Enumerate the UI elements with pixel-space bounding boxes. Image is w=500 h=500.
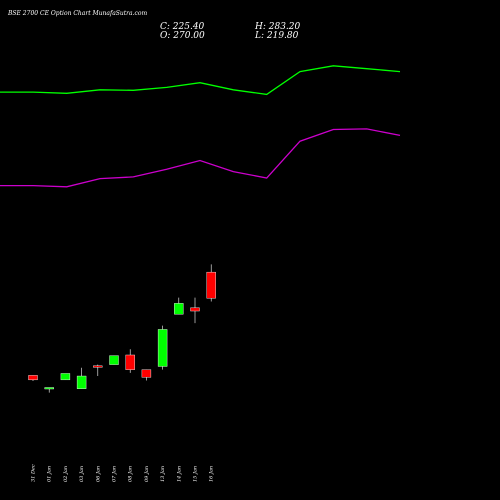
x-axis-labels: 31 Dec 01 Jan 02 Jan 03 Jan 06 Jan 07 Jan 08 J…: [31, 464, 215, 482]
candle-body-up: [44, 387, 54, 390]
open-label: O: 270.00: [160, 31, 205, 41]
candle-body-down: [141, 369, 152, 378]
candle-body-up: [76, 375, 87, 389]
x-tick-label: 15 Jan: [193, 466, 199, 482]
x-tick-label: 31 Dec: [31, 464, 37, 482]
candle: [141, 369, 152, 381]
low-label: L: 219.80: [254, 31, 299, 41]
candle-body-up: [157, 329, 168, 367]
lower-band-line: [0, 128, 401, 188]
x-tick-label: 03 Jan: [79, 466, 85, 482]
candle-body-up: [174, 303, 184, 315]
candle-body-down: [190, 307, 200, 312]
candle: [206, 264, 216, 302]
x-tick-label: 01 Jan: [47, 466, 53, 482]
close-label: C: 225.40: [160, 22, 205, 32]
candle: [190, 297, 200, 324]
candle-body-down: [206, 271, 216, 299]
candle-body-down: [28, 375, 38, 381]
x-tick-label: 08 Jan: [128, 466, 134, 482]
x-tick-label: 07 Jan: [112, 466, 118, 482]
candle: [174, 297, 184, 315]
candle: [157, 325, 168, 370]
candle-body-up: [60, 373, 71, 381]
candle-body-down: [125, 354, 135, 370]
candle: [109, 355, 119, 365]
chart-title: BSE 2700 CE Option Chart MunafaSutra.com: [7, 10, 148, 17]
bands-group: [0, 65, 401, 188]
x-tick-label: 14 Jan: [176, 466, 182, 482]
x-tick-label: 02 Jan: [63, 466, 69, 482]
candle: [60, 373, 71, 381]
x-tick-label: 16 Jan: [209, 466, 215, 482]
x-tick-label: 09 Jan: [144, 466, 150, 482]
candle: [44, 387, 54, 393]
candle-body-up: [109, 355, 119, 365]
candle-body-down: [93, 365, 103, 368]
candle: [93, 364, 103, 377]
x-tick-label: 06 Jan: [95, 466, 101, 482]
x-tick-label: 13 Jan: [160, 466, 166, 482]
upper-band-line: [0, 65, 401, 96]
candle: [28, 375, 38, 381]
candles-group: [28, 264, 216, 393]
candle: [125, 349, 135, 373]
candle: [76, 367, 87, 389]
high-label: H: 283.20: [254, 22, 301, 32]
